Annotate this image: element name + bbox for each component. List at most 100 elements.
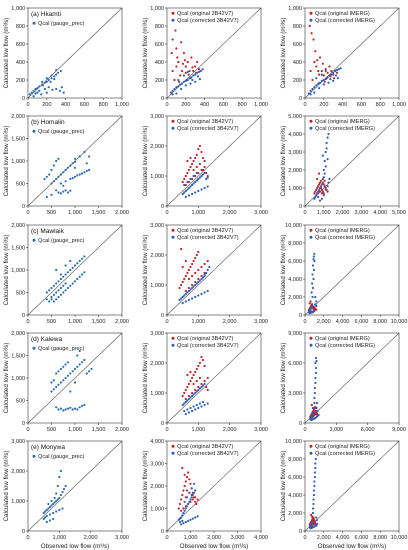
data-point (326, 185, 329, 188)
data-point (36, 91, 39, 94)
y-tick-label: 1,000 (150, 6, 164, 12)
data-point (182, 80, 185, 83)
data-point (64, 363, 67, 366)
data-point (308, 24, 311, 28)
data-point (312, 255, 315, 258)
data-point (62, 91, 65, 94)
data-point (187, 73, 190, 76)
data-point (192, 393, 195, 396)
data-point (324, 186, 327, 190)
data-point (191, 283, 194, 287)
data-point (49, 80, 52, 83)
data-point (326, 76, 329, 79)
data-point (189, 370, 192, 374)
data-point (313, 401, 316, 405)
data-point (188, 500, 191, 503)
x-tick-label: 1,000 (115, 102, 129, 108)
y-tick-label: 0 (299, 96, 302, 102)
y-axis-label: Calculated low flow (m³/s) (280, 126, 287, 197)
data-point (69, 164, 72, 167)
data-point (196, 498, 199, 501)
panel-label: (c) Mawlaik (31, 228, 65, 235)
legend-marker (171, 119, 175, 123)
data-point (203, 379, 206, 383)
data-point (311, 273, 314, 276)
data-point (311, 519, 315, 522)
data-point (313, 252, 316, 255)
data-point (332, 73, 335, 76)
y-tick-label: 9,000 (288, 331, 302, 337)
data-point (322, 74, 325, 77)
data-point (323, 185, 326, 188)
data-point (312, 38, 315, 41)
data-point (330, 69, 333, 73)
data-point (197, 250, 200, 254)
data-point (318, 73, 321, 76)
data-point (45, 298, 48, 301)
data-point (205, 171, 208, 175)
data-point (184, 259, 187, 263)
legend-entry: Qcal (gauge_prec) (38, 238, 84, 244)
y-tick-label: 3,000 (150, 223, 164, 229)
data-point (43, 177, 46, 181)
y-axis-label: Calculated low flow (m³/s) (142, 126, 149, 197)
legend-entry: Qcal (original IMERG) (315, 444, 370, 450)
data-point (189, 165, 192, 169)
data-point (321, 181, 324, 184)
data-point (55, 73, 58, 76)
y-tick-label: 1,000 (11, 268, 25, 274)
data-point (200, 277, 203, 281)
data-point (313, 60, 316, 64)
x-tick-label: 1,000 (68, 210, 82, 216)
data-point (203, 186, 206, 190)
data-point (187, 168, 190, 172)
data-point (190, 56, 193, 59)
panel-0-0: 0 200 400 600 800 1,00002004006008001,000Calc… (3, 6, 129, 108)
x-tick-label: 3,000 (231, 535, 245, 541)
data-point (44, 516, 47, 519)
y-tick-label: 5,000 (288, 114, 302, 120)
data-point (315, 300, 318, 303)
data-point (62, 487, 66, 491)
data-point (73, 175, 77, 178)
plot-frame (166, 224, 262, 316)
data-point (59, 469, 63, 473)
panel-4-1: 0 1,000 2,000 3,000 4,000 0 1,000 2,000 3,000 4,0… (142, 439, 268, 550)
legend-entry: Qcal (original IMERG) (315, 11, 370, 17)
y-tick-label: 6,000 (288, 259, 302, 265)
data-point (311, 282, 314, 285)
data-point (85, 372, 88, 375)
y-tick-label: 3,000 (288, 391, 302, 397)
panel-3-1: 0 1,000 2,000 3,00001,0002,0003,000Calculat… (142, 331, 268, 433)
data-point (314, 50, 317, 53)
x-tick-label: 0 (303, 319, 306, 325)
data-point (56, 498, 59, 501)
data-point (34, 92, 37, 95)
data-point (175, 65, 178, 68)
data-point (200, 265, 203, 269)
data-point (313, 520, 316, 524)
data-point (53, 501, 56, 504)
data-point (182, 522, 185, 525)
data-point (315, 194, 318, 197)
data-point (201, 276, 205, 279)
y-tick-label: 400 (16, 60, 25, 66)
data-point (64, 282, 67, 285)
data-point (178, 298, 181, 302)
y-tick-label: 8,000 (288, 457, 302, 463)
data-point (322, 83, 325, 86)
y-tick-label: 600 (155, 42, 164, 48)
data-point (189, 265, 192, 269)
y-axis-label: Calculated low flow (m³/s) (142, 343, 149, 414)
data-point (169, 91, 172, 94)
data-point (192, 74, 195, 77)
data-point (51, 88, 54, 91)
data-point (312, 258, 315, 261)
data-point (175, 86, 178, 89)
data-point (194, 80, 197, 83)
data-point (321, 154, 324, 157)
data-point (194, 191, 197, 194)
panel-2-2: 0 2,000 4,000 6,000 8,000 10,000 0 2,000 4,000 6,… (280, 223, 407, 325)
data-point (76, 354, 79, 357)
data-point (309, 69, 312, 73)
